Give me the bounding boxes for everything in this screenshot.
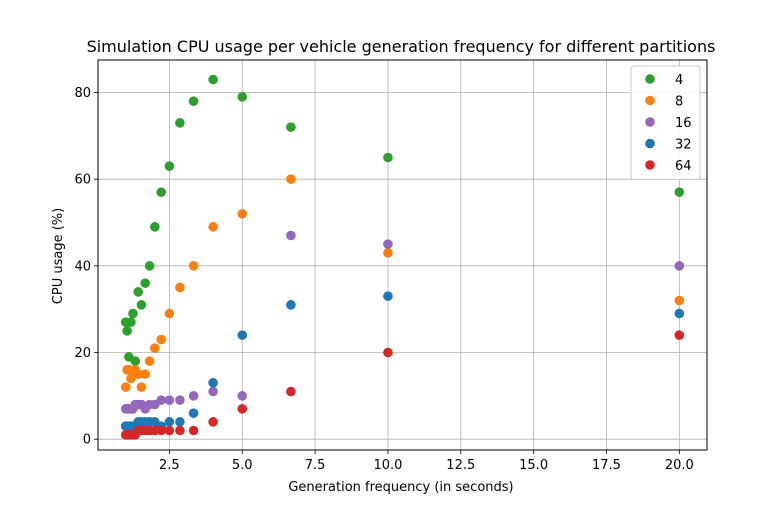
data-point-series-16 [286, 230, 296, 241]
data-point-series-8 [175, 282, 185, 293]
data-point-series-4 [122, 326, 132, 336]
x-tick-label: 12.5 [446, 458, 475, 473]
legend-label-32: 32 [675, 138, 692, 153]
y-tick-label: 80 [74, 86, 91, 101]
data-point-series-8 [188, 261, 199, 271]
data-point-series-4 [126, 317, 136, 327]
data-point-series-4 [237, 92, 248, 102]
data-point-series-4 [188, 96, 199, 106]
data-point-series-4 [175, 118, 185, 128]
data-point-series-4 [128, 308, 138, 319]
data-point-series-4 [150, 222, 160, 232]
legend-box [630, 65, 701, 180]
x-tick-label: 20.0 [665, 458, 694, 473]
x-tick-label: 15.0 [519, 458, 548, 473]
x-tick-label: 5.0 [232, 458, 253, 473]
plot-area-frame [97, 59, 708, 451]
data-point-series-8 [144, 356, 155, 366]
data-point-series-64 [156, 425, 167, 436]
axis-ticks: 2.5 5.0 7.5 10.0 12.5 15.0 17.5 20.0 0 20 40 60 80 [74, 86, 693, 473]
legend-marker-4 [645, 74, 655, 84]
x-tick-label: 17.5 [592, 458, 621, 473]
x-tick-label: 2.5 [159, 458, 180, 473]
data-point-series-16 [208, 386, 218, 397]
x-tick-label: 7.5 [305, 458, 326, 473]
data-point-series-32 [175, 417, 185, 427]
data-point-series-8 [674, 295, 685, 306]
data-point-series-4 [144, 261, 155, 271]
legend-label-64: 64 [675, 159, 692, 174]
legend-marker-16 [645, 117, 655, 127]
data-point-series-4 [133, 287, 144, 297]
y-axis-label: CPU usage (%) [51, 208, 66, 304]
y-tick-label: 0 [83, 433, 91, 448]
grid-lines [98, 60, 707, 450]
data-point-series-32 [674, 308, 685, 319]
data-point-series-8 [156, 334, 167, 345]
data-point-series-8 [383, 248, 393, 258]
data-point-series-16 [164, 395, 175, 405]
legend-marker-64 [645, 160, 655, 170]
data-point-series-16 [175, 395, 185, 405]
data-point-series-8 [136, 382, 147, 392]
data-point-series-64 [383, 347, 393, 358]
data-point-series-32 [208, 378, 218, 388]
data-point-series-8 [133, 369, 144, 379]
data-point-series-4 [130, 356, 141, 366]
data-point-series-64 [175, 425, 185, 436]
data-point-series-4 [674, 187, 685, 197]
data-point-series-32 [188, 408, 199, 418]
data-point-series-8 [286, 174, 296, 184]
y-tick-label: 60 [74, 173, 91, 188]
data-point-series-64 [674, 330, 685, 340]
x-tick-label: 10.0 [373, 458, 402, 473]
data-point-series-64 [286, 386, 296, 397]
data-point-series-8 [164, 308, 175, 319]
data-point-series-8 [140, 369, 151, 379]
data-points [120, 74, 685, 440]
data-point-series-64 [237, 404, 248, 414]
data-point-series-4 [208, 74, 218, 85]
legend-label-16: 16 [675, 116, 692, 131]
data-point-series-8 [237, 209, 248, 219]
legend-marker-32 [645, 138, 655, 149]
y-tick-label: 40 [74, 259, 91, 274]
data-point-series-64 [188, 425, 199, 436]
data-point-series-64 [208, 417, 218, 427]
data-point-series-32 [383, 291, 393, 301]
legend-label-4: 4 [675, 73, 683, 88]
data-point-series-4 [164, 161, 175, 171]
legend-label-8: 8 [675, 95, 683, 110]
data-point-series-16 [237, 391, 248, 401]
data-point-series-16 [156, 395, 167, 405]
data-point-series-32 [164, 417, 175, 427]
data-point-series-4 [286, 122, 296, 132]
legend-marker-8 [645, 95, 655, 106]
data-point-series-32 [286, 300, 296, 310]
data-point-series-32 [237, 330, 248, 340]
x-axis-label: Generation frequency (in seconds) [288, 480, 513, 495]
data-point-series-4 [136, 300, 147, 310]
data-point-series-8 [150, 343, 160, 353]
data-point-series-16 [383, 239, 393, 249]
data-point-series-16 [188, 391, 199, 401]
data-point-series-8 [120, 382, 131, 392]
legend: 4 8 16 32 64 [630, 65, 701, 180]
chart-title: Simulation CPU usage per vehicle generat… [87, 37, 716, 56]
data-point-series-16 [674, 261, 685, 271]
data-point-series-64 [164, 425, 175, 436]
data-point-series-8 [208, 222, 218, 232]
y-tick-label: 20 [74, 346, 91, 361]
data-point-series-4 [383, 152, 393, 163]
data-point-series-4 [140, 278, 151, 288]
data-point-series-4 [156, 187, 167, 197]
